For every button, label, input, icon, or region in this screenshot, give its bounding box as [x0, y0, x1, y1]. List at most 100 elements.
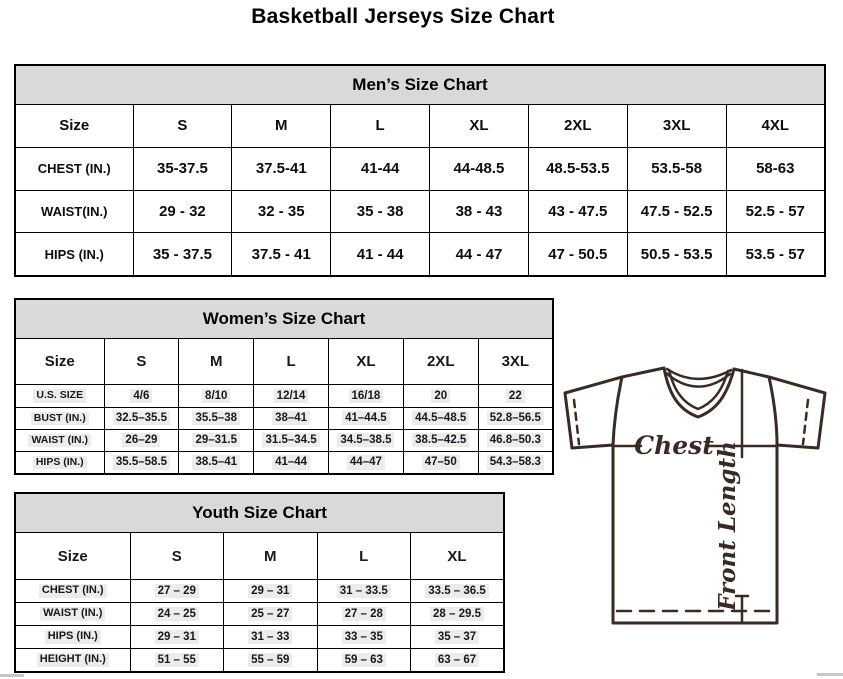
women-row-label: WAIST (IN.): [14, 428, 105, 452]
right-sleeve-seam: [767, 375, 779, 447]
youth-data-row: CHEST (IN.) 27 – 29 29 – 31 31 – 33.5 33.5 –…: [14, 579, 505, 603]
women-row-label-text: WAIST (IN.): [28, 433, 92, 447]
youth-row-label-text: CHEST (IN.): [38, 584, 107, 598]
men-cell-text: 32 - 35: [257, 203, 305, 221]
men-cell: 32 - 35: [231, 189, 332, 234]
youth-row-label: CHEST (IN.): [14, 579, 131, 603]
women-cell-text: 31.5–34.5: [262, 433, 320, 448]
youth-column-header-L-text: L: [359, 547, 369, 565]
women-cell-text: 34.5–38.5: [337, 433, 395, 448]
page-title: Basketball Jerseys Size Chart: [251, 5, 555, 28]
youth-cell: 59 – 63: [316, 648, 411, 673]
women-cell-text: 8/10: [202, 388, 231, 404]
women-row-label-text: HIPS (IN.): [32, 455, 87, 469]
collar-inner-v: [667, 368, 730, 411]
youth-cell-text: 29 – 31: [154, 629, 199, 645]
youth-cell: 35 – 37: [410, 625, 505, 649]
men-cell-text: 35 - 38: [356, 203, 404, 221]
women-cell-text: 35.5–38: [192, 410, 241, 426]
men-cell: 37.5-41: [231, 147, 332, 191]
men-cell: 52.5 - 57: [725, 189, 826, 234]
men-cell-text: 44 - 47: [455, 245, 503, 263]
women-cell: 41–44: [253, 450, 329, 475]
women-cell: 38.5–42.5: [402, 428, 479, 452]
left-cuff-dashed-line: [572, 398, 581, 446]
youth-cell: 51 – 55: [129, 648, 224, 673]
men-cell-text: 43 - 47.5: [548, 203, 608, 221]
youth-cell: 33 – 35: [316, 625, 411, 649]
youth-column-header-M-text: M: [264, 547, 277, 565]
men-cell-text: 41-44: [360, 160, 400, 178]
youth-cell: 31 – 33: [223, 625, 318, 649]
women-column-header-2XL-text: 2XL: [426, 353, 455, 371]
youth-cell: 25 – 27: [223, 602, 318, 626]
men-column-header-M: M: [231, 103, 332, 149]
youth-size-chart-table: Youth Size Chart Size S M L XL CHEST (IN.) 27 –…: [14, 492, 505, 673]
men-cell: 35 - 38: [330, 189, 431, 234]
women-cell: 8/10: [178, 384, 255, 408]
women-column-header-3XL-text: 3XL: [501, 353, 530, 371]
youth-cell-text: 27 – 28: [341, 606, 386, 622]
men-cell: 41 - 44: [330, 232, 431, 277]
men-column-header-XL-text: XL: [469, 117, 489, 135]
women-cell: 38.5–41: [178, 450, 255, 475]
men-cell-text: 37.5 - 41: [251, 245, 311, 263]
women-cell: 41–44.5: [327, 406, 404, 430]
men-data-row: WAIST(IN.) 29 - 32 32 - 35 35 - 38 38 - 43 43…: [14, 189, 826, 234]
youth-cell: 27 – 28: [316, 602, 411, 626]
women-cell: 26–29: [103, 428, 180, 452]
collar-rib-arc-2: [664, 371, 732, 388]
women-table: Women’s Size Chart Size S M L XL 2XL 3XL U.S. SI…: [14, 298, 554, 475]
jersey-measurement-diagram: Chest Front Length: [557, 360, 841, 666]
women-cell-text: 4/6: [130, 388, 153, 404]
jersey-outline: [563, 366, 827, 625]
men-cell: 44-48.5: [429, 147, 529, 191]
women-cell-text: 35.5–58.5: [112, 455, 170, 470]
women-cell: 35.5–58.5: [103, 450, 180, 475]
women-cell-text: 46.8–50.3: [486, 433, 544, 448]
men-cell: 44 - 47: [429, 232, 529, 277]
women-table-title-row: Women’s Size Chart: [14, 298, 554, 340]
youth-data-row: HIPS (IN.) 29 – 31 31 – 33 33 – 35 35 – 37: [14, 625, 505, 649]
women-cell-text: 32.5–35.5: [112, 410, 170, 426]
women-column-header-M-text: M: [209, 353, 223, 371]
women-row-label-text: BUST (IN.): [30, 411, 89, 425]
youth-cell: 29 – 31: [129, 625, 224, 649]
youth-row-label-text: HIPS (IN.): [44, 630, 101, 644]
women-cell: 31.5–34.5: [253, 428, 329, 452]
men-row-label-text: WAIST(IN.): [41, 204, 108, 220]
women-cell-text: 22: [505, 388, 525, 404]
women-size-header-row: Size S M L XL 2XL 3XL: [14, 338, 554, 386]
women-data-row: HIPS (IN.) 35.5–58.5 38.5–41 41–44 44–47 47–5…: [14, 450, 554, 475]
men-cell-text: 38 - 43: [455, 203, 503, 221]
women-cell: 12/14: [253, 384, 329, 408]
women-cell-text: 38–41: [272, 410, 311, 426]
men-cell: 35-37.5: [132, 147, 233, 191]
horizontal-scrollbar-thumb-left[interactable]: [0, 674, 24, 677]
women-cell: 46.8–50.3: [477, 428, 554, 452]
women-row-label: HIPS (IN.): [14, 450, 105, 475]
men-cell: 41-44: [330, 147, 431, 191]
men-table-title-row: Men’s Size Chart: [14, 64, 826, 105]
women-data-row: WAIST (IN.) 26–29 29–31.5 31.5–34.5 34.5–38.…: [14, 428, 554, 452]
horizontal-scrollbar-thumb-right[interactable]: [817, 673, 843, 676]
women-size-label-text: Size: [44, 353, 75, 371]
youth-cell-text: 31 – 33.5: [336, 583, 391, 599]
women-column-header-S: S: [103, 338, 180, 386]
collar-outer-v: [662, 366, 736, 419]
women-row-label-text: U.S. SIZE: [33, 389, 87, 403]
youth-size-label: Size: [14, 532, 131, 580]
men-cell-text: 47 - 50.5: [548, 245, 608, 263]
men-row-label: HIPS (IN.): [14, 232, 134, 277]
women-cell-text: 41–44.5: [342, 410, 390, 426]
men-row-label-text: HIPS (IN.): [44, 246, 104, 262]
youth-cell: 29 – 31: [223, 579, 318, 603]
women-column-header-L: L: [253, 338, 329, 386]
men-cell-text: 35 - 37.5: [152, 245, 213, 263]
women-cell: 38–41: [253, 406, 329, 430]
women-cell-text: 52.8–56.5: [486, 410, 544, 426]
women-row-label: BUST (IN.): [14, 406, 105, 430]
women-size-label: Size: [14, 338, 105, 386]
youth-cell: 63 – 67: [410, 648, 505, 673]
